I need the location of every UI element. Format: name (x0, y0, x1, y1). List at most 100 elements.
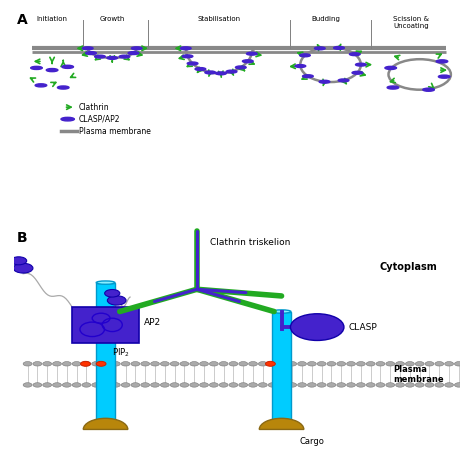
Circle shape (190, 383, 199, 387)
Ellipse shape (46, 69, 58, 72)
Circle shape (366, 383, 375, 387)
Circle shape (190, 361, 199, 366)
Ellipse shape (334, 46, 344, 49)
Text: Scission &
Uncoating: Scission & Uncoating (393, 15, 429, 29)
Circle shape (327, 383, 336, 387)
Circle shape (248, 383, 257, 387)
Text: A: A (17, 14, 27, 27)
Circle shape (455, 383, 464, 387)
Text: Clathrin: Clathrin (79, 103, 109, 112)
Circle shape (229, 361, 238, 366)
Ellipse shape (35, 84, 47, 87)
Circle shape (425, 361, 434, 366)
Circle shape (415, 361, 424, 366)
Circle shape (81, 361, 91, 366)
Circle shape (239, 361, 248, 366)
Circle shape (151, 383, 159, 387)
Circle shape (92, 361, 100, 366)
Circle shape (308, 361, 316, 366)
Circle shape (396, 383, 404, 387)
Circle shape (415, 383, 424, 387)
Circle shape (33, 383, 42, 387)
Circle shape (386, 383, 395, 387)
Ellipse shape (387, 86, 399, 89)
Text: Cytoplasm: Cytoplasm (380, 262, 438, 272)
Ellipse shape (272, 419, 291, 422)
Circle shape (13, 263, 33, 273)
Circle shape (265, 361, 275, 366)
Circle shape (337, 383, 346, 387)
Text: CLASP: CLASP (348, 323, 377, 331)
Ellipse shape (57, 86, 69, 89)
Text: CLASP/AP2: CLASP/AP2 (79, 114, 120, 123)
Circle shape (386, 361, 395, 366)
Circle shape (327, 361, 336, 366)
Circle shape (288, 383, 297, 387)
Text: PIP$_2$: PIP$_2$ (112, 347, 130, 360)
Circle shape (121, 361, 130, 366)
Circle shape (405, 383, 414, 387)
Circle shape (298, 383, 307, 387)
Ellipse shape (205, 71, 216, 74)
Circle shape (376, 361, 385, 366)
Circle shape (33, 361, 42, 366)
Circle shape (219, 383, 228, 387)
Ellipse shape (119, 55, 130, 58)
Bar (96, 282, 115, 420)
Circle shape (23, 361, 32, 366)
Text: Initiation: Initiation (36, 15, 68, 22)
Text: Growth: Growth (100, 15, 125, 22)
Circle shape (308, 383, 316, 387)
Circle shape (337, 361, 346, 366)
Ellipse shape (302, 75, 313, 78)
Ellipse shape (61, 117, 74, 121)
Circle shape (200, 383, 209, 387)
Ellipse shape (181, 47, 191, 50)
Circle shape (258, 361, 267, 366)
Ellipse shape (236, 66, 246, 69)
Ellipse shape (436, 60, 448, 63)
Circle shape (82, 383, 91, 387)
Circle shape (101, 361, 110, 366)
Ellipse shape (195, 68, 206, 70)
Text: AP2: AP2 (144, 318, 161, 327)
Ellipse shape (226, 70, 237, 73)
Circle shape (356, 383, 365, 387)
Ellipse shape (96, 281, 115, 284)
Circle shape (210, 383, 219, 387)
Circle shape (346, 383, 356, 387)
FancyBboxPatch shape (72, 307, 139, 343)
Circle shape (376, 383, 385, 387)
Ellipse shape (319, 80, 330, 83)
Circle shape (425, 383, 434, 387)
Text: Budding: Budding (312, 15, 340, 22)
Circle shape (239, 383, 248, 387)
Circle shape (268, 361, 277, 366)
Bar (272, 311, 291, 420)
Circle shape (356, 361, 365, 366)
Ellipse shape (352, 71, 363, 74)
Ellipse shape (86, 52, 96, 54)
Circle shape (96, 361, 106, 366)
Circle shape (366, 361, 375, 366)
Circle shape (268, 383, 277, 387)
Circle shape (10, 257, 27, 265)
Ellipse shape (246, 52, 257, 55)
Ellipse shape (95, 55, 105, 58)
Ellipse shape (62, 65, 73, 69)
Circle shape (180, 361, 189, 366)
Circle shape (105, 290, 120, 297)
Circle shape (63, 383, 71, 387)
Ellipse shape (31, 66, 42, 69)
Circle shape (131, 383, 140, 387)
Circle shape (72, 361, 81, 366)
Circle shape (278, 361, 287, 366)
Circle shape (151, 361, 159, 366)
Circle shape (180, 383, 189, 387)
Text: Cargo: Cargo (300, 437, 324, 446)
Circle shape (101, 383, 110, 387)
Text: Stabilisation: Stabilisation (198, 15, 241, 22)
Circle shape (317, 383, 326, 387)
Circle shape (210, 361, 219, 366)
Text: Plasma
membrane: Plasma membrane (393, 365, 444, 384)
